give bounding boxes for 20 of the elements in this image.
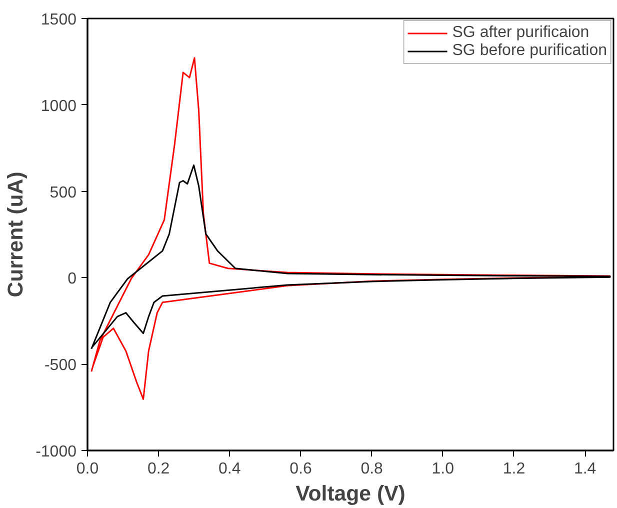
x-axis-title: Voltage (V) — [296, 482, 406, 506]
legend-label: SG after purificaion — [452, 24, 590, 42]
y-tick-label: -1000 — [36, 444, 77, 460]
y-tick-label: 1000 — [40, 98, 77, 115]
legend-label: SG before purification — [452, 42, 607, 60]
line-series — [90, 164, 611, 350]
x-tick-label: 1.4 — [574, 460, 596, 478]
x-tick-label: 1.0 — [432, 460, 454, 478]
y-tick-label: -500 — [44, 357, 77, 374]
x-tick-label: 0.2 — [147, 460, 170, 478]
y-axis-title: Current (uA) — [4, 172, 28, 298]
y-tick-label: 1500 — [40, 12, 77, 28]
y-tick-label: 0 — [68, 270, 77, 288]
x-tick-label: 0.4 — [218, 460, 241, 478]
x-tick-label: 1.2 — [502, 460, 526, 478]
x-tick-label: 0.0 — [76, 460, 99, 478]
x-tick-label: 0.8 — [360, 460, 384, 478]
x-tick-label: 0.6 — [290, 460, 312, 478]
y-tick-label: 500 — [50, 184, 77, 202]
line-series — [90, 57, 611, 400]
